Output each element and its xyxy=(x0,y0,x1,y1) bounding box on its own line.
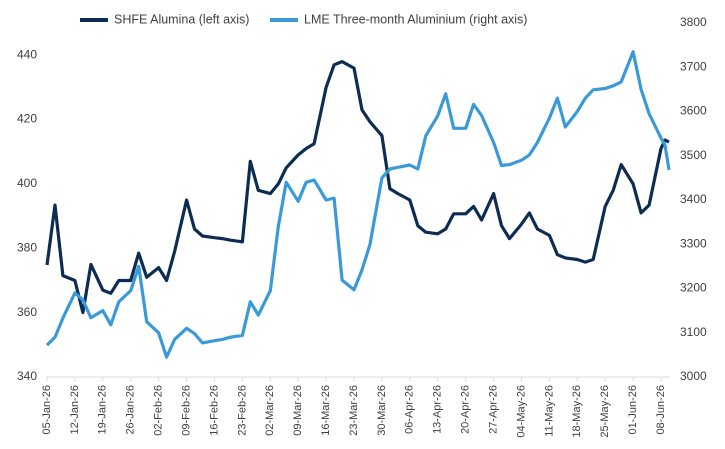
x-tick-label: 12-Jan-26 xyxy=(69,385,81,435)
x-tick-label: 19-Jan-26 xyxy=(97,385,109,435)
legend-label: SHFE Alumina (left axis) xyxy=(114,12,249,26)
x-tick-label: 23-Feb-26 xyxy=(236,385,248,436)
series-line xyxy=(45,60,670,315)
y2-tick-label: 3100 xyxy=(680,325,707,339)
x-tick-label: 18-May-26 xyxy=(571,385,583,438)
x-tick-label: 16-Feb-26 xyxy=(208,385,220,436)
x-tick-label: 13-Apr-26 xyxy=(432,385,444,434)
y-tick-label: 380 xyxy=(17,240,37,254)
y2-tick-label: 3000 xyxy=(680,369,707,383)
x-tick-label: 09-Feb-26 xyxy=(180,385,192,436)
x-tick-label: 30-Mar-26 xyxy=(376,385,388,436)
y2-tick-label: 3400 xyxy=(680,192,707,206)
x-tick-label: 16-Mar-26 xyxy=(320,385,332,436)
x-tick-label: 11-May-26 xyxy=(543,385,555,437)
y2-tick-label: 3800 xyxy=(680,15,707,29)
y-tick-label: 340 xyxy=(17,369,37,383)
y2-tick-label: 3600 xyxy=(680,104,707,118)
x-tick-label: 05-Jan-26 xyxy=(41,385,53,435)
y-tick-label: 360 xyxy=(17,305,37,319)
x-tick-label: 23-Mar-26 xyxy=(348,385,360,436)
x-tick-label: 20-Apr-26 xyxy=(460,385,472,434)
y-tick-label: 440 xyxy=(17,47,37,61)
x-tick-label: 01-Jun-26 xyxy=(627,385,639,435)
y2-tick-label: 3500 xyxy=(680,148,707,162)
y-tick-label: 400 xyxy=(17,176,37,190)
x-tick-label: 08-Jun-26 xyxy=(655,385,667,435)
x-tick-label: 09-Mar-26 xyxy=(292,385,304,436)
x-tick-label: 27-Apr-26 xyxy=(487,385,499,434)
x-tick-label: 06-Apr-26 xyxy=(404,385,416,434)
x-tick-label: 25-May-26 xyxy=(599,385,611,438)
x-tick-label: 02-Mar-26 xyxy=(264,385,276,436)
legend-label: LME Three-month Aluminium (right axis) xyxy=(304,12,527,26)
y2-tick-label: 3200 xyxy=(680,281,707,295)
y2-tick-label: 3700 xyxy=(680,59,707,73)
x-tick-label: 26-Jan-26 xyxy=(125,385,137,435)
series-line xyxy=(45,50,671,359)
y-tick-label: 420 xyxy=(17,112,37,126)
x-tick-label: 04-May-26 xyxy=(515,385,527,438)
y2-tick-label: 3300 xyxy=(680,236,707,250)
x-tick-label: 02-Feb-26 xyxy=(153,385,165,436)
